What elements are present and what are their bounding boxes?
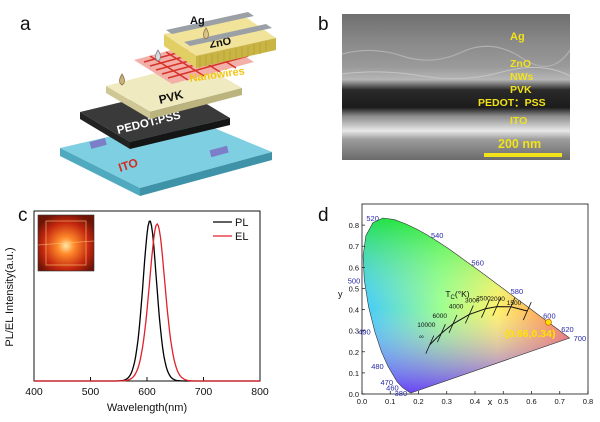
legend-label-pl: PL (235, 217, 248, 229)
series-line-el (34, 222, 260, 382)
cie-y-tick-label: 0.2 (349, 348, 359, 357)
cie-x-tick-label: 0.8 (583, 397, 593, 406)
wavelength-label: 470 (381, 378, 394, 387)
ito-label: ITO (117, 155, 140, 174)
panel-a-label: a (20, 14, 31, 35)
isotherm-line (481, 299, 490, 318)
panel-b-label: b (318, 14, 329, 35)
device-photo-inset (37, 214, 95, 272)
sem-label-zno: ZnO (510, 58, 531, 70)
cie-diagram: 0.0 0.1 0.2 0.3 0.4 0.5 0.6 0.7 0.8 0.0 0.1 0.2 0.3 0… (338, 203, 593, 407)
scale-bar (484, 153, 562, 157)
spectra-ylabel: PL/EL Intensity(a.u.) (4, 247, 16, 346)
scale-bar-label: 200 nm (498, 137, 541, 151)
cct-label: 4000 (449, 303, 464, 310)
cie-ylabel: y (338, 289, 343, 299)
cie-y-tick-label: 0.5 (349, 284, 359, 293)
sem-cross-section: Ag ZnO NWs PVK PEDOT：PSS ITO 200 nm (342, 14, 570, 160)
cct-label: 10000 (417, 322, 435, 329)
cie-x-tick-label: 0.6 (526, 397, 536, 406)
cie-x-tick-label: 0.3 (442, 397, 452, 406)
planckian-locus (429, 306, 528, 345)
cie-y-tick-label: 0.8 (349, 221, 359, 230)
cie-x-tick-label: 0.4 (470, 397, 480, 406)
cie-xlabel: x (488, 397, 493, 407)
cie-x-tick-label: 0.5 (498, 397, 508, 406)
x-tick-label: 600 (138, 386, 156, 398)
wavelength-label: 700 (574, 334, 587, 343)
wavelength-label: 460 (386, 384, 399, 393)
cct-label: ∞ (419, 334, 424, 341)
cie-y-tick-label: 0.4 (349, 306, 359, 315)
sem-label-nws: NWs (510, 71, 533, 83)
isotherm-line (464, 305, 474, 324)
device-structure-diagram: ITO PEDOT:PSS PVK Nanowires (60, 12, 276, 196)
cie-x-tick-label: 0.7 (555, 397, 565, 406)
isotherm-line (492, 297, 502, 316)
wavelength-label: 580 (511, 287, 524, 296)
sem-label-pvk: PVK (510, 84, 532, 96)
cie-y-tick-label: 0.7 (349, 242, 359, 251)
cie-x-tick-label: 0.1 (385, 397, 395, 406)
cie-coordinate-point (545, 318, 552, 326)
wavelength-label: 540 (431, 231, 444, 240)
x-tick-label: 400 (25, 386, 43, 398)
tc-label: TC(°K) (445, 289, 469, 301)
x-tick-label: 500 (82, 386, 100, 398)
cct-label: 2500 (476, 296, 491, 303)
pvk-layer (106, 62, 242, 119)
spectral-locus (362, 217, 571, 394)
cie-x-tick-label: 0.0 (357, 397, 367, 406)
x-tick-label: 800 (251, 386, 269, 398)
cie-x-tick-label: 0.2 (413, 397, 423, 406)
legend-label-el: EL (235, 231, 248, 243)
droplet-icon (155, 49, 161, 62)
isotherm-line (448, 314, 458, 334)
x-tick-label: 700 (195, 386, 213, 398)
wavelength-label: 480 (371, 362, 384, 371)
droplet-icon (119, 73, 125, 86)
cct-label: 1500 (507, 300, 522, 307)
ag-label: Ag (190, 15, 205, 27)
isotherm-line (522, 301, 532, 321)
cie-y-tick-label: 0.6 (349, 263, 359, 272)
cct-label: 2000 (490, 296, 505, 303)
sem-label-ag: Ag (510, 31, 525, 43)
pvk-label: PVK (157, 87, 185, 107)
panel-c-label: c (18, 205, 28, 226)
wavelength-label: 520 (366, 214, 379, 223)
cct-label: 6000 (432, 313, 447, 320)
wavelength-label: 500 (348, 276, 361, 285)
wavelength-label: 380 (395, 389, 408, 398)
wavelength-label: 620 (561, 325, 574, 334)
ag-electrode (166, 12, 272, 46)
cie-y-tick-label: 0.1 (349, 369, 359, 378)
cie-y-tick-label: 0.0 (349, 390, 359, 399)
cie-y-tick-label: 0.3 (349, 327, 359, 336)
panel-d-label: d (318, 205, 329, 226)
wavelength-label: 560 (471, 258, 484, 267)
isotherm-line (506, 297, 516, 316)
sem-label-pedot: PEDOT：PSS (478, 97, 546, 109)
cie-coordinate-label: (0.66,0.34) (505, 328, 556, 340)
droplet-icon (203, 27, 209, 40)
wavelength-label: 490 (358, 328, 371, 337)
sem-label-ito: ITO (510, 115, 527, 127)
spectra-xlabel: Wavelength(nm) (107, 402, 187, 414)
isotherm-line (425, 335, 435, 354)
wavelength-label: 600 (543, 311, 556, 320)
isotherm-line (437, 324, 446, 343)
cct-label: 3000 (465, 298, 480, 305)
spectra-chart: PL/EL Intensity(a.u.) 400 500 600 700 800 Wa… (4, 210, 269, 414)
